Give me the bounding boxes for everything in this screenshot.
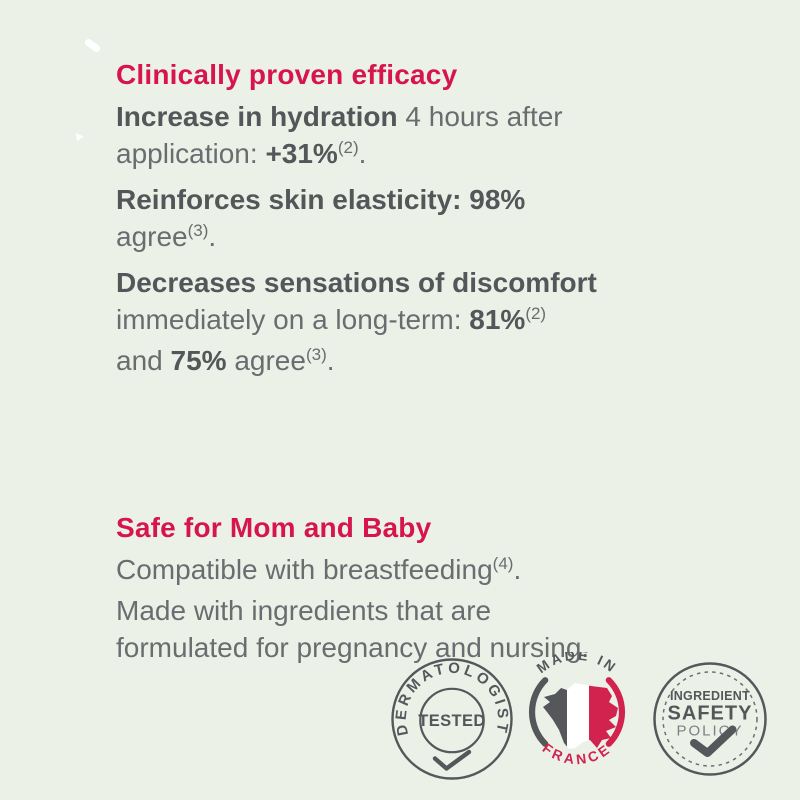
claim-elasticity: Reinforces skin elasticity: 98% agree(3)… bbox=[116, 181, 736, 259]
safety-text: Compatible with breastfeeding(4). Made w… bbox=[116, 551, 736, 666]
made-in-france-badge: MADE IN FRANCE bbox=[529, 652, 625, 767]
text-line: Reinforces skin elasticity: 98% bbox=[116, 181, 736, 218]
text-segment: . bbox=[326, 345, 335, 376]
text-line: Decreases sensations of discomfort bbox=[116, 264, 736, 301]
badge-outer-circle bbox=[653, 662, 767, 776]
text-segment: . bbox=[208, 221, 217, 252]
text-line: Made with ingredients that are bbox=[116, 592, 736, 629]
text-segment: immediately on a long-term: bbox=[116, 304, 470, 335]
footnote-marker: (2) bbox=[525, 304, 547, 323]
text-segment: Increase in hydration bbox=[116, 101, 406, 132]
text-segment: and bbox=[116, 345, 171, 376]
left-parenthesis-arc bbox=[529, 677, 549, 747]
text-segment: . bbox=[358, 138, 367, 169]
dermatologist-tested-badge: DERMATOLOGIST TESTED bbox=[391, 658, 513, 780]
text-line: and 75% agree(3). bbox=[116, 342, 736, 383]
ingredient-safety-policy-badge: INGREDIENT SAFETY POLICY bbox=[653, 662, 767, 776]
footnote-marker: (3) bbox=[305, 345, 327, 364]
text-line: formulated for pregnancy and nursing. bbox=[116, 629, 736, 666]
badge-top-label-text: MADE IN bbox=[533, 652, 617, 676]
text-line: application: +31%(2). bbox=[116, 135, 736, 176]
claim-discomfort: Decreases sensations of discomfort immed… bbox=[116, 264, 736, 383]
text-segment: Compatible with breastfeeding bbox=[116, 554, 493, 585]
sparkle-artifact bbox=[76, 133, 84, 141]
footnote-marker: (4) bbox=[492, 554, 514, 573]
section-heading-safety: Safe for Mom and Baby bbox=[116, 512, 432, 543]
section-heading-efficacy: Clinically proven efficacy bbox=[116, 59, 458, 90]
text-line: agree(3). bbox=[116, 218, 736, 259]
badge-inner-circle bbox=[419, 687, 485, 754]
footnote-marker: (2) bbox=[337, 138, 359, 157]
badge-dashed-circle bbox=[662, 671, 758, 767]
badge-outer-circle bbox=[391, 658, 513, 780]
text-segment: application: bbox=[116, 138, 266, 169]
text-segment: +31% bbox=[265, 138, 338, 169]
claim-hydration: Increase in hydration 4 hours after appl… bbox=[116, 98, 736, 176]
checkmark-icon bbox=[690, 725, 737, 757]
flag-stripe-white bbox=[567, 683, 589, 749]
text-segment: formulated for pregnancy and nursing. bbox=[116, 632, 590, 663]
text-segment: Made with ingredients that are bbox=[116, 595, 492, 626]
text-segment: 75% bbox=[170, 345, 227, 376]
claims-content: Clinically proven efficacy Increase in h… bbox=[116, 56, 736, 671]
text-segment: Decreases sensations of discomfort bbox=[116, 267, 597, 298]
text-line: immediately on a long-term: 81%(2) bbox=[116, 301, 736, 342]
text-segment: Reinforces skin elasticity: 98% bbox=[116, 184, 526, 215]
badge-label-ingredient: INGREDIENT bbox=[670, 689, 750, 703]
sparkle-artifact bbox=[83, 37, 102, 54]
badge-top-label: MADE IN bbox=[533, 652, 620, 676]
text-line: Increase in hydration 4 hours after bbox=[116, 98, 736, 135]
text-segment: . bbox=[513, 554, 522, 585]
checkmark-icon bbox=[432, 749, 472, 771]
text-segment: 4 hours after bbox=[405, 101, 563, 132]
text-segment: 81% bbox=[469, 304, 526, 335]
text-segment: agree bbox=[116, 221, 188, 252]
text-line: Compatible with breastfeeding(4). bbox=[116, 551, 736, 592]
badge-center-label: TESTED bbox=[418, 712, 486, 730]
badge-label-safety: SAFETY bbox=[668, 703, 753, 725]
text-segment: agree bbox=[226, 345, 306, 376]
footnote-marker: (3) bbox=[187, 221, 209, 240]
